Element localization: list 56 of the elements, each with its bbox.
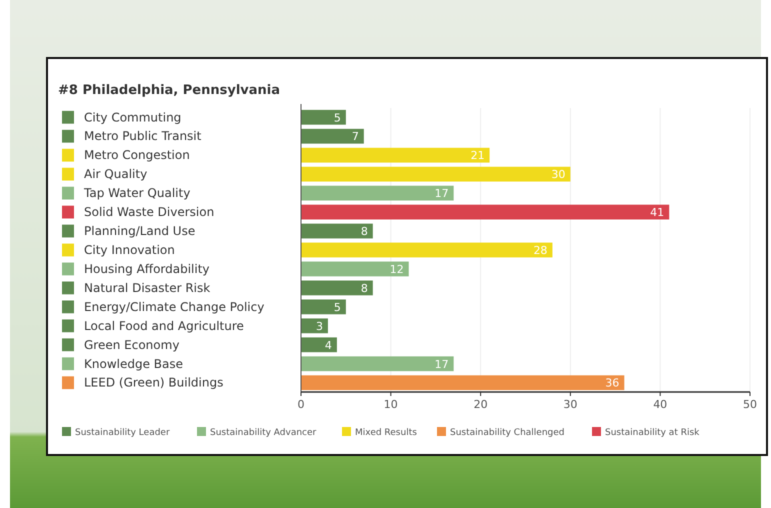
bar: [301, 128, 364, 144]
data-label: 5: [334, 111, 341, 124]
data-label: 28: [533, 244, 548, 257]
y-tick-label: Air Quality: [84, 167, 148, 182]
legend-label: Sustainability at Risk: [605, 428, 700, 438]
bar: [301, 299, 346, 314]
bar: [301, 148, 490, 163]
bar: [301, 204, 670, 220]
legend-label: Sustainability Challenged: [450, 428, 565, 438]
x-tick-label: 10: [384, 398, 398, 411]
data-label: 21: [470, 149, 485, 162]
y-tick-label: Tap Water Quality: [83, 186, 190, 200]
legend-label: Sustainability Leader: [75, 428, 170, 438]
x-tick-label: 30: [563, 398, 578, 411]
bar: [301, 186, 454, 201]
bar: [301, 110, 346, 125]
y-tick-label: Natural Disaster Risk: [84, 280, 210, 295]
x-tick-label: 0: [298, 398, 304, 411]
data-label: 4: [324, 338, 332, 352]
x-tick-label: 20: [474, 398, 488, 411]
y-tick-label: LEED (Green) Buildings: [84, 376, 224, 390]
bar: [301, 337, 337, 352]
data-label: 17: [434, 187, 449, 200]
legend-label: Sustainability Advancer: [210, 428, 317, 438]
data-label: 41: [650, 206, 664, 220]
bar: [301, 262, 409, 276]
data-label: 17: [434, 358, 449, 371]
data-label: 30: [551, 168, 566, 182]
x-tick-label: 40: [653, 398, 668, 411]
y-tick-label: Planning/Land Use: [84, 224, 196, 238]
y-tick-label: Local Food and Agriculture: [84, 318, 244, 333]
data-label: 5: [334, 300, 341, 314]
y-tick-label: City Innovation: [84, 243, 175, 257]
text: #8 Philadelphia, Pennsylvania: [58, 83, 280, 98]
bar: [301, 166, 570, 182]
y-tick-label: Green Economy: [84, 338, 180, 352]
y-tick-label: Metro Public Transit: [84, 129, 202, 144]
y-tick-label: Knowledge Base: [84, 356, 183, 371]
y-tick-label: Housing Affordability: [84, 262, 210, 276]
y-tick-label: Metro Congestion: [84, 148, 190, 162]
legend-label: Mixed Results: [355, 428, 418, 438]
y-tick-label: Energy/Climate Change Policy: [84, 300, 264, 314]
data-label: 8: [360, 225, 368, 238]
data-label: 3: [316, 320, 323, 333]
y-tick-label: City Commuting: [84, 110, 182, 124]
data-label: 8: [360, 282, 368, 295]
y-tick-label: Solid Waste Diversion: [84, 205, 214, 220]
data-label: 36: [605, 376, 620, 390]
bar: [301, 242, 552, 258]
data-label: 7: [352, 130, 359, 144]
data-label: 12: [390, 262, 404, 276]
x-tick-label: 50: [743, 398, 757, 411]
bar: [301, 224, 373, 238]
bar: [301, 356, 454, 372]
bar: [301, 375, 624, 390]
bar: [301, 280, 373, 296]
